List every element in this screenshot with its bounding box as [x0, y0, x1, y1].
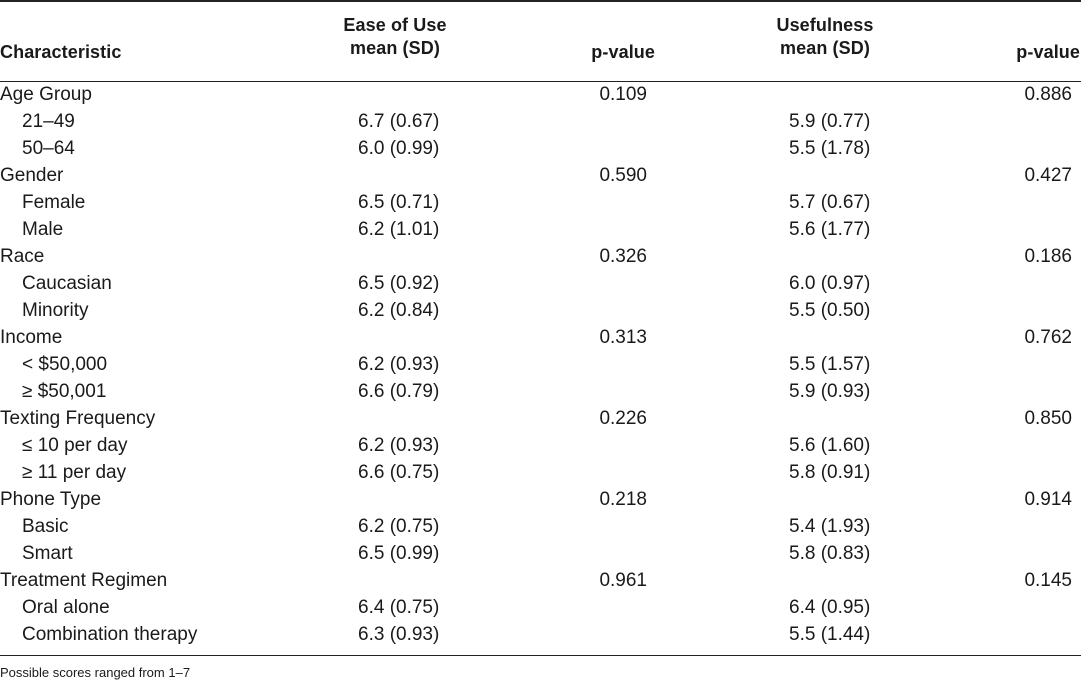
row-label: Female	[22, 192, 86, 213]
table-row-group: Phone Type 0.218 0.914	[0, 486, 1081, 513]
row-label: Age Group	[0, 84, 92, 105]
row-label: Smart	[22, 543, 73, 564]
row-label: Basic	[22, 516, 69, 537]
table-row-group: Age Group 0.109 0.886	[0, 81, 1081, 108]
table-row-group: Gender 0.590 0.427	[0, 162, 1081, 189]
row-label: 50–64	[22, 138, 75, 159]
row-label: Treatment Regimen	[0, 570, 168, 591]
p-value-ease-cell: 0.313	[599, 327, 647, 348]
usefulness-cell: 5.6 (1.77)	[789, 219, 871, 240]
usefulness-cell: 5.5 (1.78)	[789, 138, 871, 159]
table-row-subgroup: Minority 6.2 (0.84) 5.5 (0.50)	[0, 297, 1081, 324]
p-value-ease-cell: 0.109	[599, 84, 647, 105]
ease-of-use-cell: 6.5 (0.71)	[358, 192, 440, 213]
ease-of-use-cell: 6.6 (0.75)	[358, 462, 440, 483]
table-row-subgroup: 21–49 6.7 (0.67) 5.9 (0.77)	[0, 108, 1081, 135]
ease-of-use-cell: 6.2 (1.01)	[358, 219, 440, 240]
row-label: Minority	[22, 300, 89, 321]
table-row-subgroup: Smart 6.5 (0.99) 5.8 (0.83)	[0, 540, 1081, 567]
table-row-group: Income 0.313 0.762	[0, 324, 1081, 351]
usefulness-cell: 6.4 (0.95)	[789, 597, 871, 618]
table-row-subgroup: ≥ $50,001 6.6 (0.79) 5.9 (0.93)	[0, 378, 1081, 405]
usefulness-cell: 5.4 (1.93)	[789, 516, 871, 537]
p-value-usefulness-cell: 0.186	[1024, 246, 1072, 267]
table-row-subgroup: Male 6.2 (1.01) 5.6 (1.77)	[0, 216, 1081, 243]
p-value-ease-cell: 0.218	[599, 489, 647, 510]
table-row-subgroup: 50–64 6.0 (0.99) 5.5 (1.78)	[0, 135, 1081, 162]
table-footnote: Possible scores ranged from 1–7	[0, 665, 191, 680]
table-row-subgroup: Basic 6.2 (0.75) 5.4 (1.93)	[0, 513, 1081, 540]
p-value-usefulness-cell: 0.850	[1024, 408, 1072, 429]
usefulness-cell: 5.8 (0.83)	[789, 543, 871, 564]
header-usefulness-line1: Usefulness	[776, 15, 874, 35]
table-row-subgroup: Combination therapy 6.3 (0.93) 5.5 (1.44)	[0, 621, 1081, 648]
ease-of-use-cell: 6.4 (0.75)	[358, 597, 440, 618]
ease-of-use-cell: 6.2 (0.84)	[358, 300, 440, 321]
usefulness-cell: 5.7 (0.67)	[789, 192, 871, 213]
p-value-ease-cell: 0.326	[599, 246, 647, 267]
ease-of-use-cell: 6.7 (0.67)	[358, 111, 440, 132]
p-value-ease-cell: 0.590	[599, 165, 647, 186]
row-label: ≤ 10 per day	[22, 435, 128, 456]
row-label: Gender	[0, 165, 64, 186]
ease-of-use-cell: 6.0 (0.99)	[358, 138, 440, 159]
ease-of-use-cell: 6.2 (0.93)	[358, 435, 440, 456]
header-usefulness: Usefulness mean (SD)	[730, 14, 920, 60]
usefulness-cell: 5.6 (1.60)	[789, 435, 871, 456]
header-usefulness-line2: mean (SD)	[780, 38, 870, 58]
p-value-usefulness-cell: 0.886	[1024, 84, 1072, 105]
usefulness-cell: 6.0 (0.97)	[789, 273, 871, 294]
p-value-usefulness-cell: 0.145	[1024, 570, 1072, 591]
row-label: Caucasian	[22, 273, 112, 294]
usefulness-cell: 5.8 (0.91)	[789, 462, 871, 483]
header-ease-of-use: Ease of Use mean (SD)	[300, 14, 490, 60]
row-label: Phone Type	[0, 489, 102, 510]
ease-of-use-cell: 6.2 (0.75)	[358, 516, 440, 537]
usefulness-cell: 5.5 (0.50)	[789, 300, 871, 321]
table-row-subgroup: Oral alone 6.4 (0.75) 6.4 (0.95)	[0, 594, 1081, 621]
row-label: Oral alone	[22, 597, 110, 618]
table-body: Age Group 0.109 0.886 21–49 6.7 (0.67) 5.9 (0…	[0, 81, 1081, 648]
table-row-subgroup: < $50,000 6.2 (0.93) 5.5 (1.57)	[0, 351, 1081, 378]
table-bottom-rule	[0, 655, 1081, 656]
table-row-group: Treatment Regimen 0.961 0.145	[0, 567, 1081, 594]
header-p-value-usefulness: p-value	[1016, 42, 1080, 62]
row-label: Texting Frequency	[0, 408, 156, 429]
p-value-usefulness-cell: 0.762	[1024, 327, 1072, 348]
row-label: ≥ 11 per day	[22, 462, 127, 483]
table-row-group: Race 0.326 0.186	[0, 243, 1081, 270]
ease-of-use-cell: 6.5 (0.92)	[358, 273, 440, 294]
header-p-value-ease: p-value	[591, 42, 655, 62]
row-label: 21–49	[22, 111, 75, 132]
table-top-rule	[0, 0, 1081, 2]
row-label: ≥ $50,001	[22, 381, 107, 402]
row-label: Male	[22, 219, 64, 240]
ease-of-use-cell: 6.5 (0.99)	[358, 543, 440, 564]
header-ease-of-use-line1: Ease of Use	[343, 15, 447, 35]
table-row-subgroup: Caucasian 6.5 (0.92) 6.0 (0.97)	[0, 270, 1081, 297]
row-label: Income	[0, 327, 63, 348]
usefulness-cell: 5.9 (0.93)	[789, 381, 871, 402]
table-row-subgroup: ≤ 10 per day 6.2 (0.93) 5.6 (1.60)	[0, 432, 1081, 459]
header-rule	[0, 81, 1081, 82]
ease-of-use-cell: 6.2 (0.93)	[358, 354, 440, 375]
usefulness-cell: 5.5 (1.57)	[789, 354, 871, 375]
ease-of-use-cell: 6.3 (0.93)	[358, 624, 440, 645]
header-ease-of-use-line2: mean (SD)	[350, 38, 440, 58]
table-row-subgroup: ≥ 11 per day 6.6 (0.75) 5.8 (0.91)	[0, 459, 1081, 486]
p-value-usefulness-cell: 0.427	[1024, 165, 1072, 186]
p-value-ease-cell: 0.961	[599, 570, 647, 591]
p-value-usefulness-cell: 0.914	[1024, 489, 1072, 510]
row-label: < $50,000	[22, 354, 108, 375]
usefulness-cell: 5.5 (1.44)	[789, 624, 871, 645]
table-row-subgroup: Female 6.5 (0.71) 5.7 (0.67)	[0, 189, 1081, 216]
header-characteristic: Characteristic	[0, 42, 122, 62]
row-label: Combination therapy	[22, 624, 198, 645]
ease-of-use-cell: 6.6 (0.79)	[358, 381, 440, 402]
row-label: Race	[0, 246, 45, 267]
usefulness-cell: 5.9 (0.77)	[789, 111, 871, 132]
table-row-group: Texting Frequency 0.226 0.850	[0, 405, 1081, 432]
p-value-ease-cell: 0.226	[599, 408, 647, 429]
